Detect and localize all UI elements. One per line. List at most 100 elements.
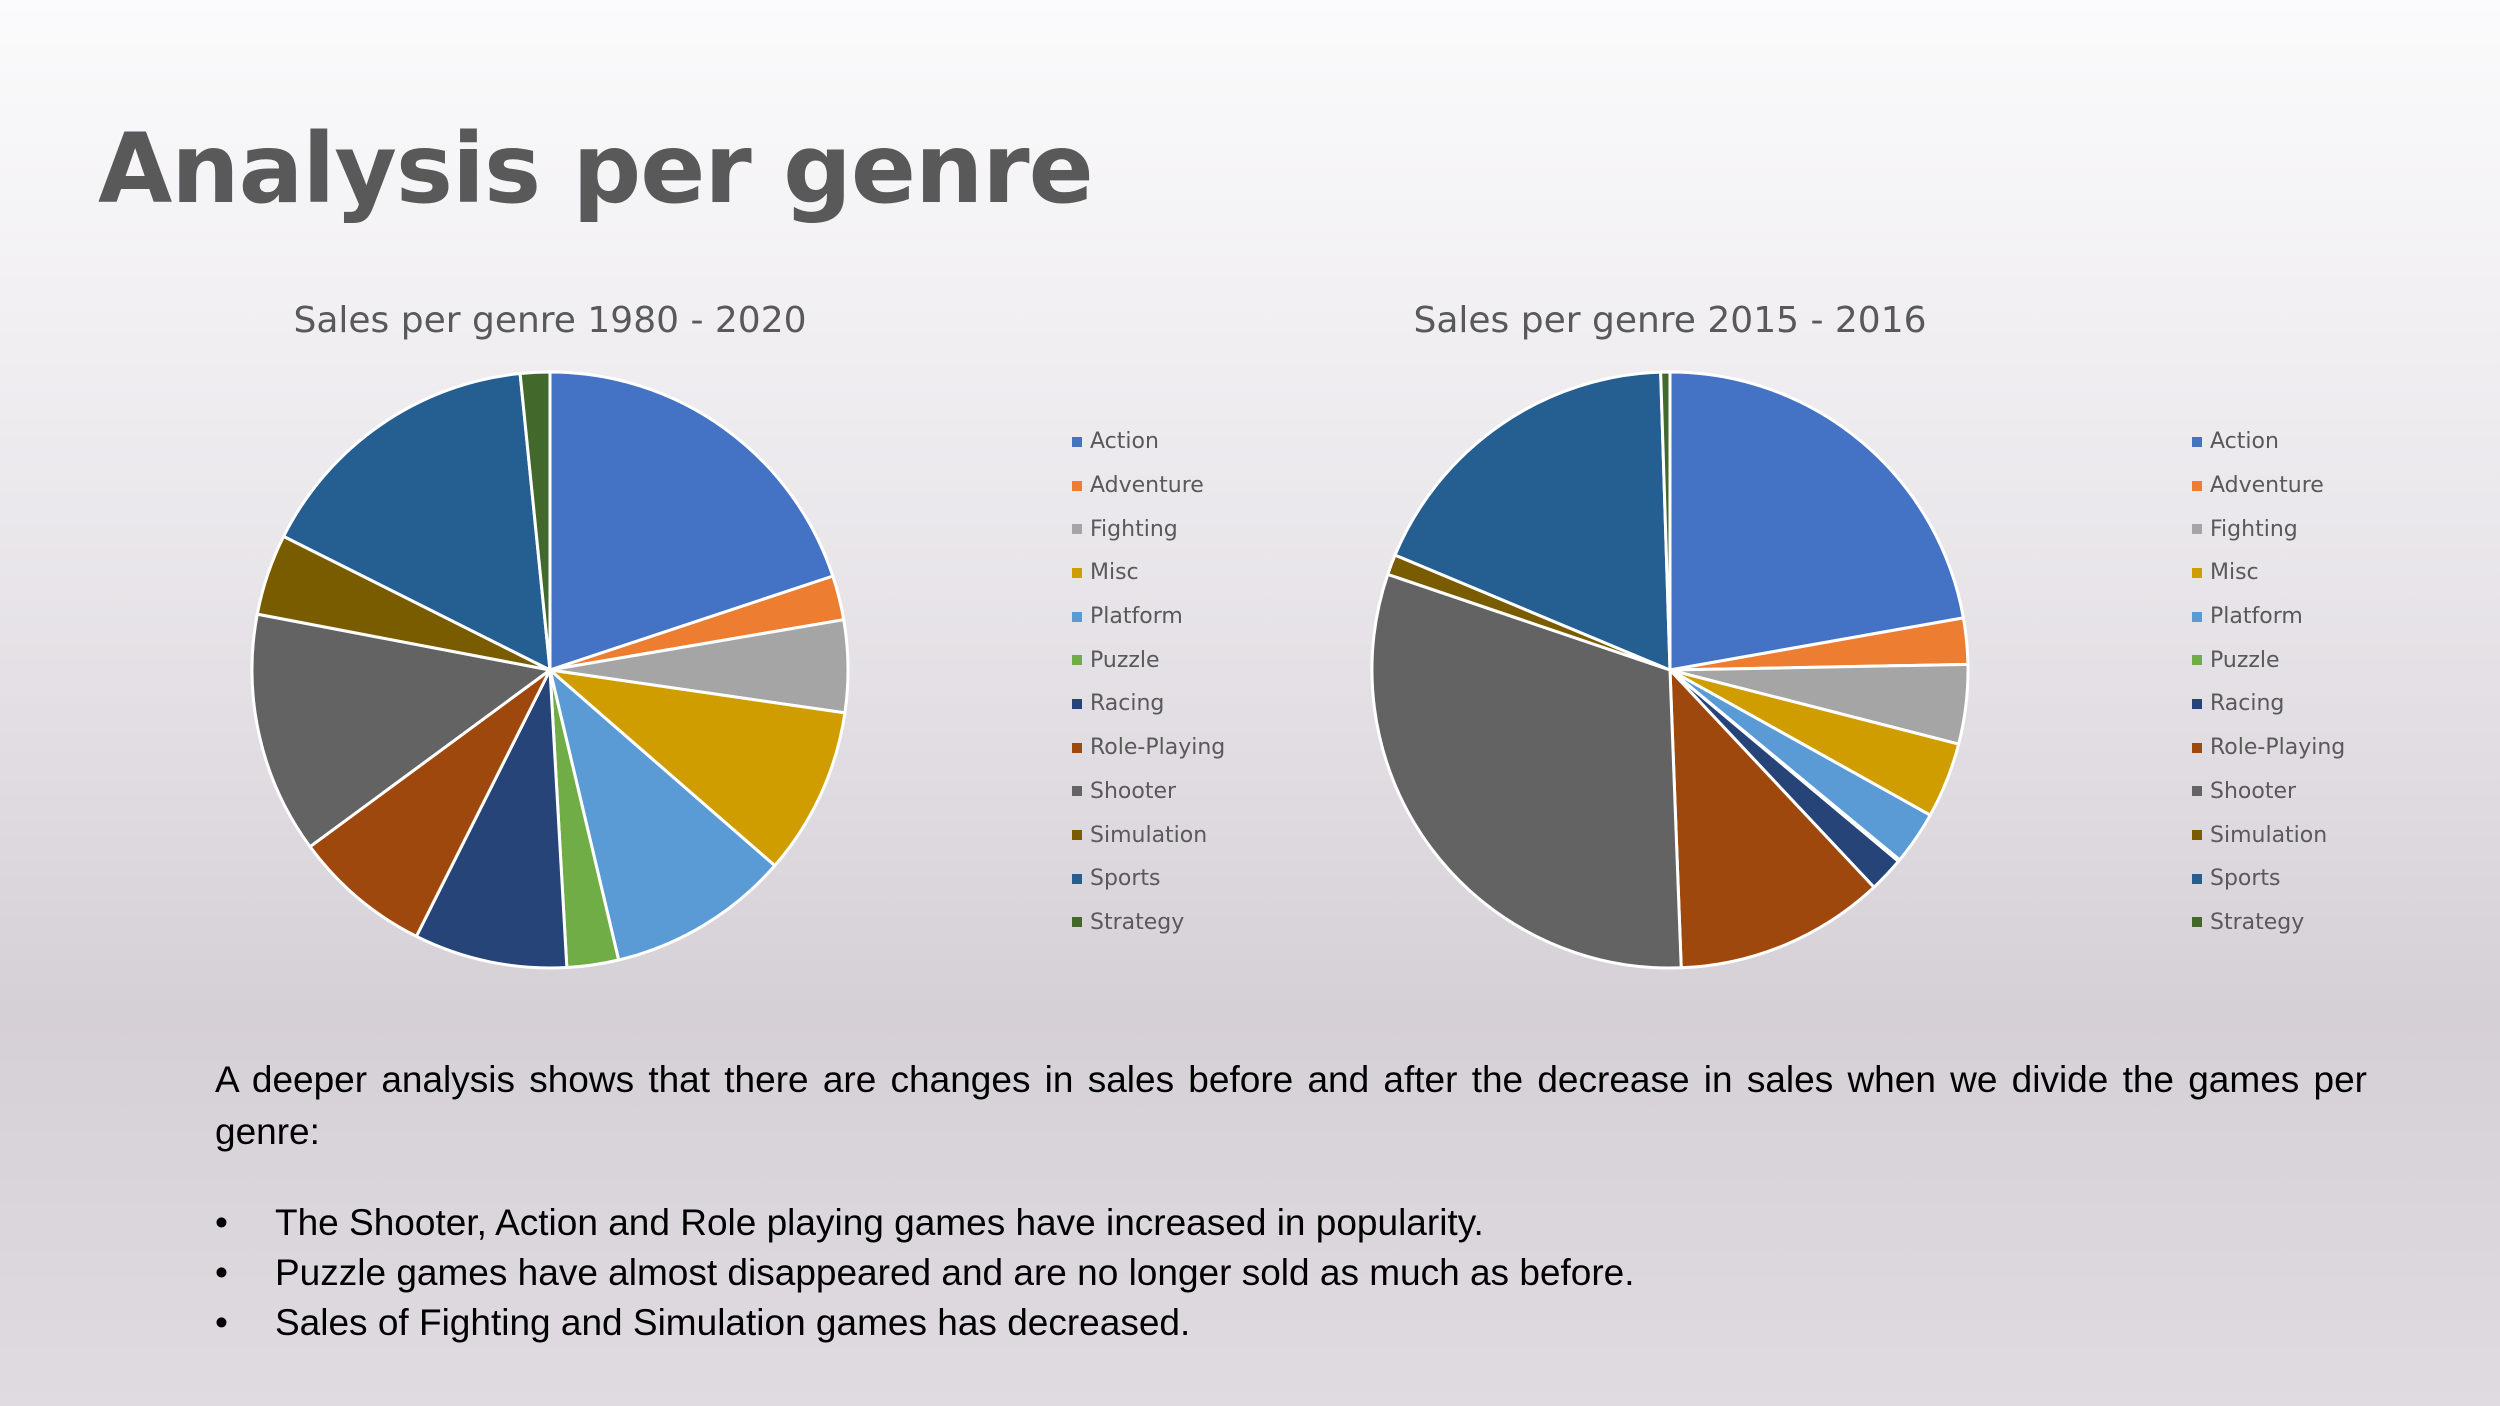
legend-swatch (1072, 830, 1082, 841)
finding-text: Puzzle games have almost disappeared and… (275, 1252, 1635, 1293)
legend-swatch (2192, 698, 2202, 709)
legend-swatch (1072, 567, 1082, 578)
legend-item-puzzle: Puzzle (2192, 638, 2392, 682)
legend-item-racing: Racing (2192, 682, 2392, 726)
legend-swatch (1072, 917, 1082, 928)
legend-swatch (1072, 655, 1082, 666)
legend-item-strategy: Strategy (1072, 901, 1272, 945)
legend-item-misc: Misc (1072, 551, 1272, 595)
legend-swatch (1072, 480, 1082, 491)
pie-slice-role-playing (1668, 668, 1876, 970)
legend-label: Strategy (2210, 909, 2305, 935)
analysis-intro: A deeper analysis shows that there are c… (215, 1059, 2367, 1152)
legend-swatch (2192, 742, 2202, 753)
legend-item-adventure: Adventure (2192, 464, 2392, 508)
legend-label: Fighting (2210, 516, 2298, 542)
bullet-icon: • (215, 1252, 228, 1293)
legend-item-sports: Sports (1072, 857, 1272, 901)
legend-swatch (2192, 873, 2202, 884)
legend-item-platform: Platform (2192, 595, 2392, 639)
legend-label: Role-Playing (1090, 735, 1226, 761)
pie-chart-2015-2016: Sales per genre 2015 - 2016 Action Advent… (1360, 290, 2400, 1010)
pie-slice-platform (548, 668, 777, 962)
legend-label: Adventure (2210, 473, 2324, 499)
legend-label: Racing (2210, 691, 2285, 717)
legend-swatch (1072, 611, 1082, 622)
bullet-icon: • (215, 1302, 228, 1343)
legend-swatch (2192, 567, 2202, 578)
legend-item-fighting: Fighting (1072, 507, 1272, 551)
pie-slice-role-playing (308, 668, 552, 938)
legend-item-fighting: Fighting (2192, 507, 2392, 551)
legend-swatch (2192, 480, 2202, 491)
legend-label: Misc (2210, 560, 2259, 586)
pie-slice-shooter (250, 612, 552, 849)
chart-legend: Action Adventure Fighting Misc Platform Puzzl… (1072, 420, 1272, 944)
legend-item-shooter: Shooter (1072, 770, 1272, 814)
pie-slice-sports (282, 372, 552, 672)
legend-swatch (1072, 786, 1082, 797)
legend-label: Misc (1090, 560, 1139, 586)
legend-item-role-playing: Role-Playing (1072, 726, 1272, 770)
legend-item-simulation: Simulation (1072, 813, 1272, 857)
legend-label: Platform (1090, 604, 1183, 630)
legend-label: Shooter (1090, 778, 1177, 804)
pie-slice-shooter (1370, 572, 1683, 970)
legend-item-role-playing: Role-Playing (2192, 726, 2392, 770)
findings-list: • The Shooter, Action and Role playing ga… (215, 1198, 2367, 1348)
legend-swatch (1072, 873, 1082, 884)
legend-label: Puzzle (2210, 647, 2280, 673)
legend-swatch (1072, 524, 1082, 535)
legend-item-adventure: Adventure (1072, 464, 1272, 508)
pie-slice-misc (548, 668, 847, 868)
legend-swatch (1072, 698, 1082, 709)
legend-item-racing: Racing (1072, 682, 1272, 726)
legend-swatch (2192, 524, 2202, 535)
pie-slice-sports (1393, 370, 1672, 672)
finding-item: • Puzzle games have almost disappeared an… (215, 1248, 2367, 1298)
legend-label: Puzzle (1090, 647, 1160, 673)
chart-legend: Action Adventure Fighting Misc Platform Puzzl… (2192, 420, 2392, 944)
legend-label: Platform (2210, 604, 2303, 630)
legend-swatch (2192, 917, 2202, 928)
finding-text: The Shooter, Action and Role playing gam… (275, 1202, 1484, 1243)
legend-item-puzzle: Puzzle (1072, 638, 1272, 682)
legend-label: Adventure (1090, 473, 1204, 499)
finding-text: Sales of Fighting and Simulation games h… (275, 1302, 1191, 1343)
legend-label: Sports (2210, 866, 2281, 892)
legend-item-sports: Sports (2192, 857, 2392, 901)
bullet-icon: • (215, 1202, 228, 1243)
legend-label: Fighting (1090, 516, 1178, 542)
analysis-text: A deeper analysis shows that there are c… (215, 1054, 2367, 1348)
pie-slice-action (1668, 370, 1965, 672)
slide-title: Analysis per genre (98, 113, 1094, 225)
legend-swatch (2192, 436, 2202, 447)
legend-label: Sports (1090, 866, 1161, 892)
legend-item-action: Action (1072, 420, 1272, 464)
pie-slice-racing (414, 668, 569, 970)
finding-item: • The Shooter, Action and Role playing ga… (215, 1198, 2367, 1248)
legend-label: Role-Playing (2210, 735, 2346, 761)
finding-item: • Sales of Fighting and Simulation games … (215, 1298, 2367, 1348)
pie-slice-strategy (1659, 370, 1672, 672)
legend-swatch (2192, 611, 2202, 622)
pie-plot-area (250, 370, 850, 970)
legend-item-action: Action (2192, 420, 2392, 464)
legend-label: Shooter (2210, 778, 2297, 804)
legend-swatch (1072, 742, 1082, 753)
pie-slice-strategy (518, 370, 552, 672)
pie-plot-area (1370, 370, 1970, 970)
legend-label: Action (1090, 429, 1159, 455)
chart-title: Sales per genre 1980 - 2020 (293, 300, 807, 341)
legend-item-simulation: Simulation (2192, 813, 2392, 857)
legend-item-misc: Misc (2192, 551, 2392, 595)
legend-label: Racing (1090, 691, 1165, 717)
legend-swatch (1072, 436, 1082, 447)
legend-swatch (2192, 655, 2202, 666)
legend-label: Strategy (1090, 909, 1185, 935)
legend-item-strategy: Strategy (2192, 901, 2392, 945)
pie-chart-1980-2020: Sales per genre 1980 - 2020 Action Advent… (240, 290, 1280, 1010)
legend-label: Simulation (1090, 822, 1208, 848)
legend-label: Action (2210, 429, 2279, 455)
legend-label: Simulation (2210, 822, 2328, 848)
